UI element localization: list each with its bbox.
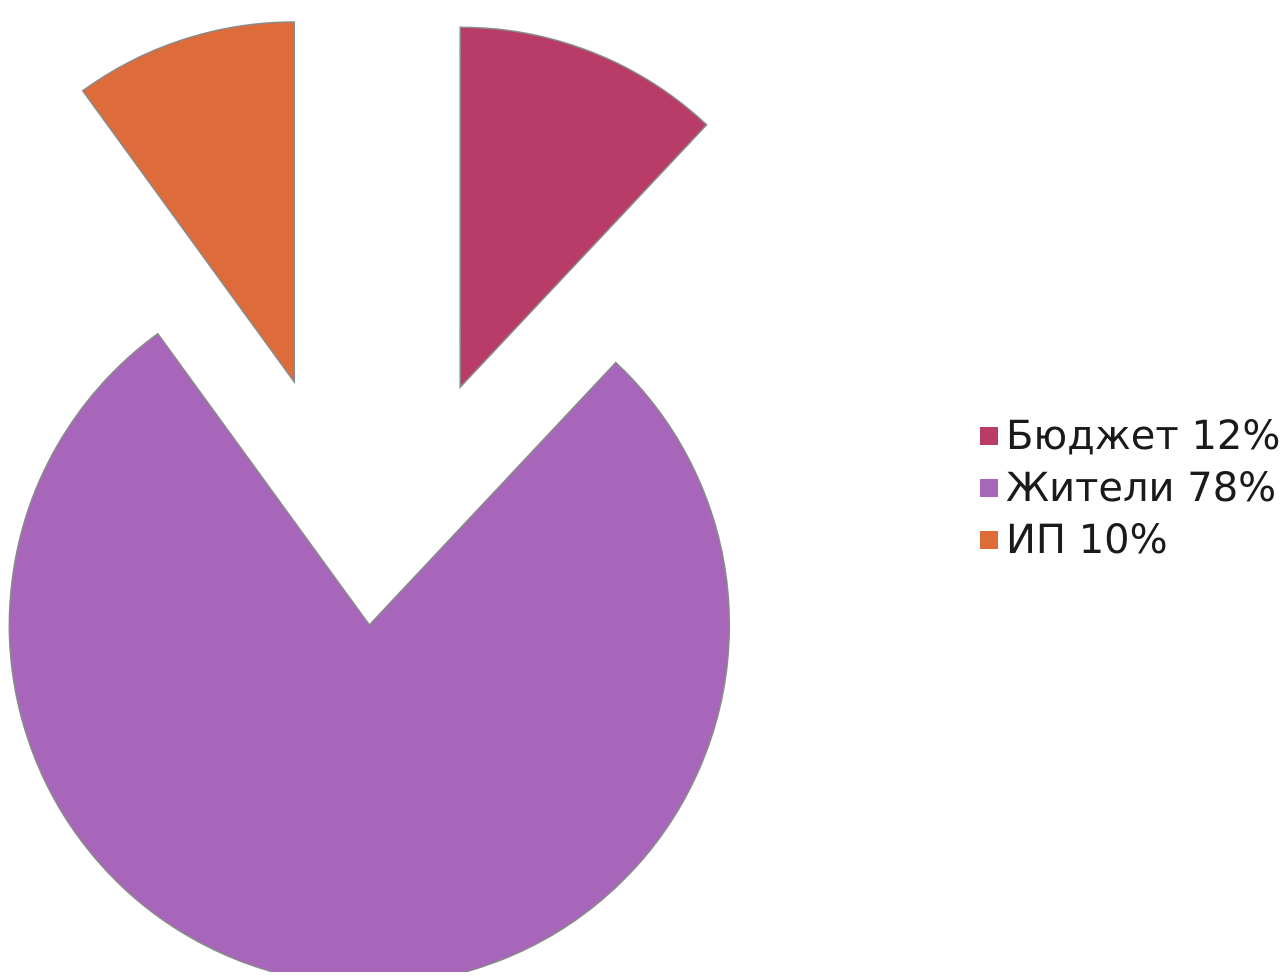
legend-label-residents: Жители 78% — [1006, 465, 1277, 511]
chart-legend: Бюджет 12% Жители 78% ИП 10% — [980, 410, 1280, 566]
legend-swatch-entrepreneurs — [980, 531, 998, 549]
pie-slice-budget — [459, 26, 708, 390]
legend-label-entrepreneurs: ИП 10% — [1006, 517, 1168, 563]
legend-label-budget: Бюджет 12% — [1006, 413, 1280, 459]
legend-swatch-residents — [980, 479, 998, 497]
legend-item-residents: Жители 78% — [980, 462, 1277, 514]
legend-item-budget: Бюджет 12% — [980, 410, 1280, 462]
legend-swatch-budget — [980, 427, 998, 445]
pie-slice-residents — [8, 332, 731, 976]
legend-item-entrepreneurs: ИП 10% — [980, 514, 1275, 566]
pie-slice-entrepreneurs — [81, 21, 296, 385]
